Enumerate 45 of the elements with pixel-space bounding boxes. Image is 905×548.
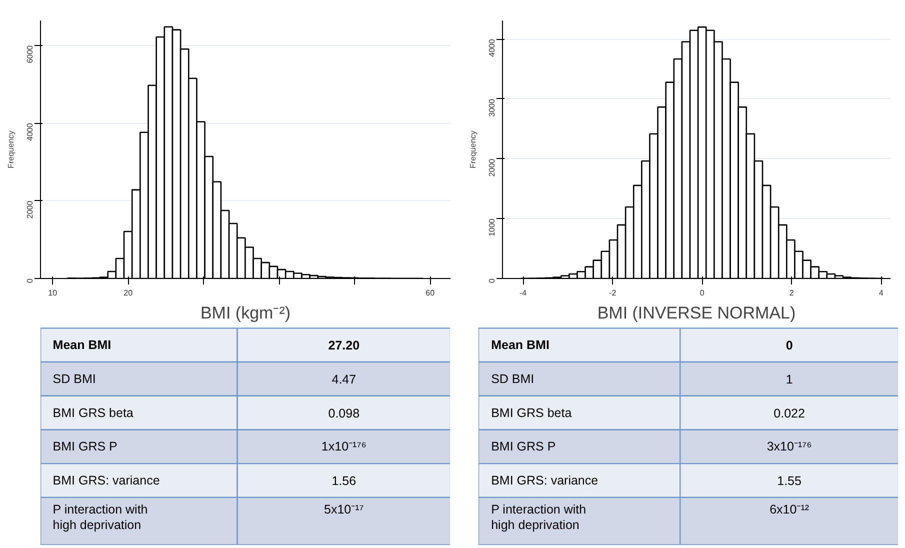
y-tick-label: 4000: [26, 122, 34, 141]
text: P interaction with high deprivation: [52, 502, 148, 532]
y-tick-label: 0: [488, 278, 496, 283]
text: 5x10⁻¹⁷: [324, 502, 364, 517]
text: 4.47: [332, 372, 356, 386]
text: 1: [786, 372, 793, 386]
x-tick-label: 20: [124, 288, 134, 298]
x-axis-title: BMI (kgm⁻²): [200, 304, 291, 322]
y-tick-label: 0: [26, 278, 34, 283]
x-tick-label: 0: [700, 288, 705, 298]
text: BMI GRS P: [52, 440, 118, 454]
text: 1x10⁻¹⁷⁶: [321, 440, 366, 454]
text: SD BMI: [491, 372, 534, 386]
text: 0.098: [328, 406, 360, 420]
text: 0: [786, 338, 793, 353]
y-axis-title: Frequency: [6, 130, 16, 168]
x-tick-label: 2: [789, 288, 794, 298]
text: 3x10⁻¹⁷⁶: [766, 440, 812, 454]
x-tick-label: -4: [520, 288, 528, 298]
text: Mean BMI: [52, 338, 112, 352]
text: Mean BMI: [491, 338, 550, 352]
y-tick-label: 1000: [488, 218, 496, 236]
y-tick-label: 3000: [488, 98, 496, 117]
y-tick-label: 4000: [488, 38, 496, 57]
x-tick-label: 60: [426, 288, 436, 298]
text: BMI GRS P: [491, 440, 556, 454]
text: 27.20: [328, 338, 360, 353]
y-tick-label: 2000: [488, 158, 496, 177]
text: 1.55: [777, 474, 802, 488]
x-tick-label: -2: [609, 288, 617, 298]
text: 6x10⁻¹²: [770, 502, 810, 517]
text: 1.56: [332, 474, 356, 488]
x-tick-label: 4: [878, 288, 884, 298]
x-tick-label: 10: [48, 288, 58, 298]
text: 0.022: [774, 406, 805, 420]
text: BMI GRS beta: [52, 406, 134, 420]
text: SD BMI: [52, 372, 96, 386]
text: BMI GRS: variance: [491, 474, 598, 488]
x-axis-title: BMI (INVERSE NORMAL): [597, 304, 796, 322]
y-tick-label: 2000: [26, 200, 34, 219]
text: BMI GRS: variance: [52, 474, 160, 488]
y-tick-label: 6000: [26, 44, 34, 64]
text: BMI GRS beta: [491, 406, 572, 420]
y-axis-title: Frequency: [468, 130, 478, 168]
text: P interaction with high deprivation: [491, 502, 586, 532]
